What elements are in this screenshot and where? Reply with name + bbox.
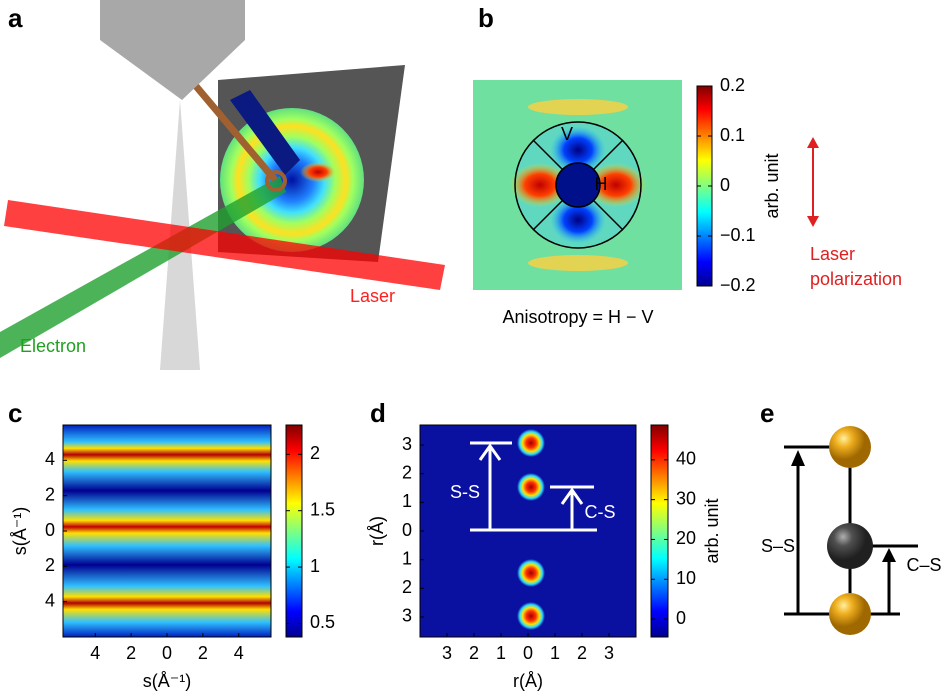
y-tick-label: 3 <box>402 434 412 454</box>
colorbar-tick-label: 1.5 <box>310 499 335 519</box>
colorbar-label: arb. unit <box>762 153 782 218</box>
y-tick-label: 0 <box>45 520 55 540</box>
y-axis-label: s(Å⁻¹) <box>10 507 30 556</box>
colorbar-tick-label: 1 <box>310 556 320 576</box>
note: polarization <box>810 269 902 289</box>
caption: Anisotropy = H − V <box>502 307 653 327</box>
note: Laser <box>810 244 855 264</box>
marker-label: V <box>561 124 573 144</box>
pair-distribution-map <box>420 425 636 637</box>
y-tick-label: 2 <box>45 484 55 504</box>
x-axis-label: r(Å) <box>513 671 543 691</box>
x-tick-label: 2 <box>469 643 479 663</box>
y-tick-label: 0 <box>402 520 412 540</box>
y-tick-label: 2 <box>402 462 412 482</box>
laser-label: Laser <box>350 286 395 306</box>
x-tick-label: 4 <box>234 643 244 663</box>
bond-label: S-S <box>450 482 480 502</box>
x-tick-label: 3 <box>442 643 452 663</box>
colorbar <box>285 424 303 638</box>
panel-label: e <box>760 398 774 428</box>
panel-label: c <box>8 398 22 428</box>
y-tick-label: 1 <box>402 548 412 568</box>
illustration <box>0 0 445 370</box>
colorbar-tick-label: 2 <box>310 443 320 463</box>
colorbar-tick-label: 0.1 <box>720 125 745 145</box>
x-tick-label: 1 <box>496 643 506 663</box>
x-tick-label: 2 <box>198 643 208 663</box>
y-tick-label: 1 <box>402 491 412 511</box>
x-tick-label: 0 <box>523 643 533 663</box>
colorbar-tick-label: 40 <box>676 449 696 469</box>
x-tick-label: 0 <box>162 643 172 663</box>
colorbar-tick-label: −0.2 <box>720 275 756 295</box>
colorbar-tick-label: 20 <box>676 528 696 548</box>
colorbar-tick-label: 0 <box>720 175 730 195</box>
panel-label: a <box>8 3 23 33</box>
y-axis-label: r(Å) <box>367 516 387 546</box>
x-tick-label: 4 <box>90 643 100 663</box>
x-tick-label: 3 <box>604 643 614 663</box>
colorbar-tick-label: 0 <box>676 608 686 628</box>
colorbar-tick-label: 0.2 <box>720 75 745 95</box>
marker-label: H <box>595 174 608 194</box>
y-tick-label: 2 <box>402 577 412 597</box>
colorbar-tick-label: 30 <box>676 488 696 508</box>
y-tick-label: 3 <box>402 606 412 626</box>
y-tick-label: 4 <box>45 449 55 469</box>
molecule <box>784 426 918 635</box>
x-axis-label: s(Å⁻¹) <box>143 671 192 691</box>
colorbar-tick-label: 0.5 <box>310 612 335 632</box>
x-tick-label: 1 <box>550 643 560 663</box>
anisotropy-map <box>473 80 819 290</box>
panel-label: b <box>478 3 494 33</box>
electron-label: Electron <box>20 336 86 356</box>
panel-label: d <box>370 398 386 428</box>
bond-label: C–S <box>906 555 941 575</box>
x-tick-label: 2 <box>126 643 136 663</box>
y-tick-label: 4 <box>45 590 55 610</box>
colorbar-tick-label: −0.1 <box>720 225 756 245</box>
colorbar-label: arb. unit <box>702 498 722 563</box>
bond-label: C-S <box>585 502 616 522</box>
x-tick-label: 2 <box>577 643 587 663</box>
colorbar-tick-label: 10 <box>676 568 696 588</box>
diffraction-map <box>63 425 271 637</box>
bond-label: S–S <box>761 536 795 556</box>
colorbar <box>650 424 669 638</box>
y-tick-label: 2 <box>45 555 55 575</box>
